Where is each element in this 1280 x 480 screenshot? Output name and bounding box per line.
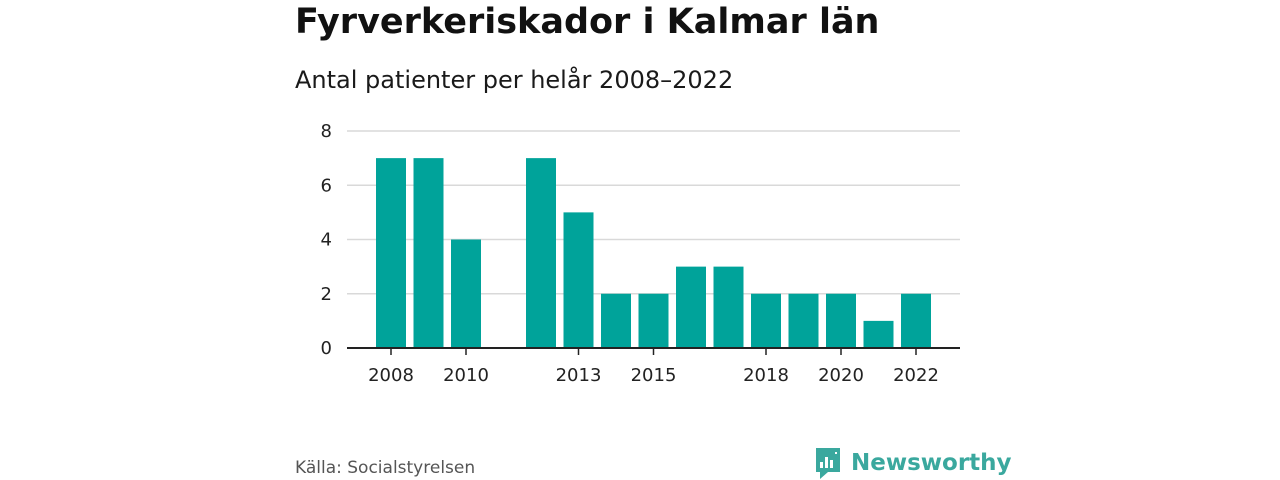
bar-2022 <box>901 293 931 348</box>
bar-2009 <box>413 158 444 348</box>
bar-2013 <box>563 212 594 348</box>
x-axis-labels: 2008 2010 2013 2015 2018 2020 2022 <box>368 348 939 386</box>
y-tick-label: 0 <box>321 338 332 359</box>
bar-2015 <box>638 293 669 348</box>
y-axis-labels: 0 2 4 6 8 <box>321 121 332 359</box>
x-tick-label: 2010 <box>443 365 489 386</box>
x-tick-label: 2018 <box>743 365 789 386</box>
x-tick-label: 2015 <box>631 365 677 386</box>
bars <box>376 158 931 348</box>
x-tick-label: 2013 <box>556 365 602 386</box>
y-tick-label: 8 <box>321 121 332 142</box>
bar-2020 <box>826 293 856 348</box>
bar-2019 <box>788 293 819 348</box>
y-tick-label: 4 <box>321 230 332 251</box>
x-tick-label: 2008 <box>368 365 414 386</box>
bar-2016 <box>676 266 706 348</box>
bar-2014 <box>601 293 631 348</box>
x-tick-label: 2022 <box>893 365 939 386</box>
newsworthy-logo-icon <box>816 448 840 479</box>
brand-name: Newsworthy <box>851 450 1012 476</box>
bar-2008 <box>376 158 406 348</box>
bar-2010 <box>451 239 481 348</box>
bar-2012 <box>526 158 556 348</box>
bar-2018 <box>751 293 781 348</box>
chart-subtitle: Antal patienter per helår 2008–2022 <box>295 66 734 94</box>
brand-logo: Newsworthy <box>814 446 1012 480</box>
y-tick-label: 6 <box>321 175 332 196</box>
x-tick-label: 2020 <box>818 365 864 386</box>
chart-title: Fyrverkeriskador i Kalmar län <box>295 2 880 42</box>
source-text: Källa: Socialstyrelsen <box>295 458 476 478</box>
y-tick-label: 2 <box>321 284 332 305</box>
bar-2021 <box>863 320 894 348</box>
bar-2017 <box>713 266 744 348</box>
